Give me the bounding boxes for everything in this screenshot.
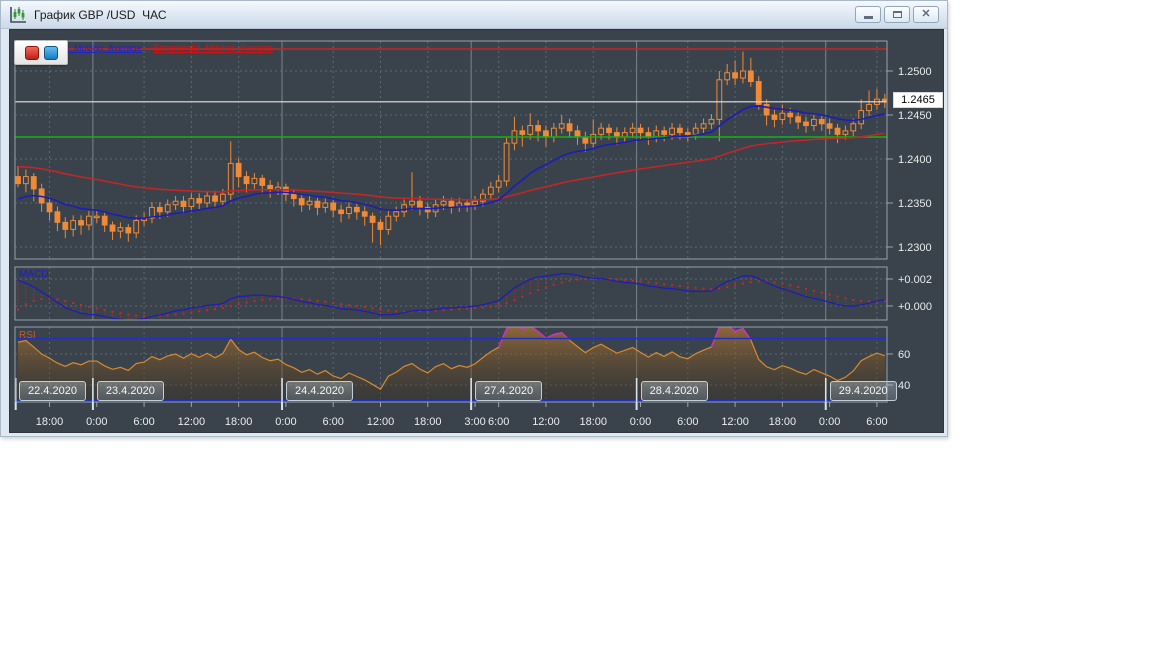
time-axis-label: 0:00 bbox=[275, 416, 296, 428]
window-titlebar[interactable]: График GBP /USD ЧАС ✕ bbox=[1, 1, 947, 29]
current-price-badge: 1.2465 bbox=[893, 92, 943, 108]
time-axis-label: 18:00 bbox=[414, 416, 442, 428]
time-axis-label: 12:00 bbox=[532, 416, 560, 428]
macd-group bbox=[17, 273, 886, 320]
time-axis-label: 6:00 bbox=[677, 416, 698, 428]
time-axis-label: 3:00 bbox=[464, 416, 485, 428]
macd-line bbox=[17, 273, 885, 320]
window-controls: ✕ bbox=[855, 6, 939, 23]
price-axis-label: 1.2500 bbox=[898, 66, 932, 78]
ema-fast-line bbox=[17, 105, 885, 219]
window-title: График GBP /USD ЧАС bbox=[34, 7, 167, 22]
close-icon: ✕ bbox=[921, 8, 931, 20]
rsi-axis-label: 60 bbox=[898, 349, 910, 361]
time-axis-label: 6:00 bbox=[866, 416, 887, 428]
restore-icon bbox=[892, 11, 902, 18]
time-axis-label: 0:00 bbox=[630, 416, 651, 428]
price-axis-label: 1.2400 bbox=[898, 154, 932, 166]
chart-client-area[interactable]: 1.2500 1.2450 1.2400 1.2350 1.2300 +0.002 +0.0… bbox=[9, 29, 944, 433]
time-axis-label: 6:00 bbox=[322, 416, 343, 428]
chart-canvas[interactable]: 1.2500 1.2450 1.2400 1.2350 1.2300 +0.002 +0.0… bbox=[10, 30, 943, 432]
price-axis-label: 1.2300 bbox=[898, 242, 932, 254]
minimize-button[interactable] bbox=[855, 6, 881, 23]
time-axis-label: 6:00 bbox=[488, 416, 509, 428]
time-axis-label: 18:00 bbox=[225, 416, 253, 428]
time-axis-label: 18:00 bbox=[36, 416, 64, 428]
restore-button[interactable] bbox=[884, 6, 910, 23]
candlestick-chart-icon bbox=[8, 5, 28, 25]
close-button[interactable]: ✕ bbox=[913, 6, 939, 23]
date-badge: 23.4.2020 bbox=[96, 381, 164, 401]
date-badge: 28.4.2020 bbox=[640, 381, 708, 401]
date-badge: 24.4.2020 bbox=[286, 381, 353, 401]
time-axis-label: 0:00 bbox=[86, 416, 107, 428]
time-axis-label: 12:00 bbox=[721, 416, 749, 428]
macd-axis-label: +0.000 bbox=[898, 301, 932, 313]
chart-window: График GBP /USD ЧАС ✕ 1.2500 1.2450 1.2400… bbox=[0, 0, 948, 437]
date-badge: 22.4.2020 bbox=[19, 381, 86, 401]
chart-toolbar bbox=[14, 40, 68, 65]
ema-slow-line bbox=[17, 132, 885, 201]
price-axis-label: 1.2450 bbox=[898, 110, 932, 122]
time-axis-label: 18:00 bbox=[769, 416, 797, 428]
minimize-icon bbox=[863, 16, 873, 19]
date-badge: 29.4.2020 bbox=[829, 381, 897, 401]
macd-axis-label: +0.002 bbox=[898, 274, 932, 286]
red-square-button[interactable] bbox=[24, 45, 39, 60]
rsi-axis-label: 40 bbox=[898, 380, 910, 392]
time-axis-label: 18:00 bbox=[579, 416, 607, 428]
date-badge: 27.4.2020 bbox=[475, 381, 543, 401]
price-axis-label: 1.2350 bbox=[898, 198, 932, 210]
candles-group bbox=[15, 51, 887, 246]
time-axis-label: 12:00 bbox=[178, 416, 206, 428]
time-axis-label: 6:00 bbox=[133, 416, 154, 428]
blue-square-button[interactable] bbox=[43, 45, 58, 60]
time-axis-label: 12:00 bbox=[367, 416, 395, 428]
time-axis-label: 0:00 bbox=[819, 416, 840, 428]
